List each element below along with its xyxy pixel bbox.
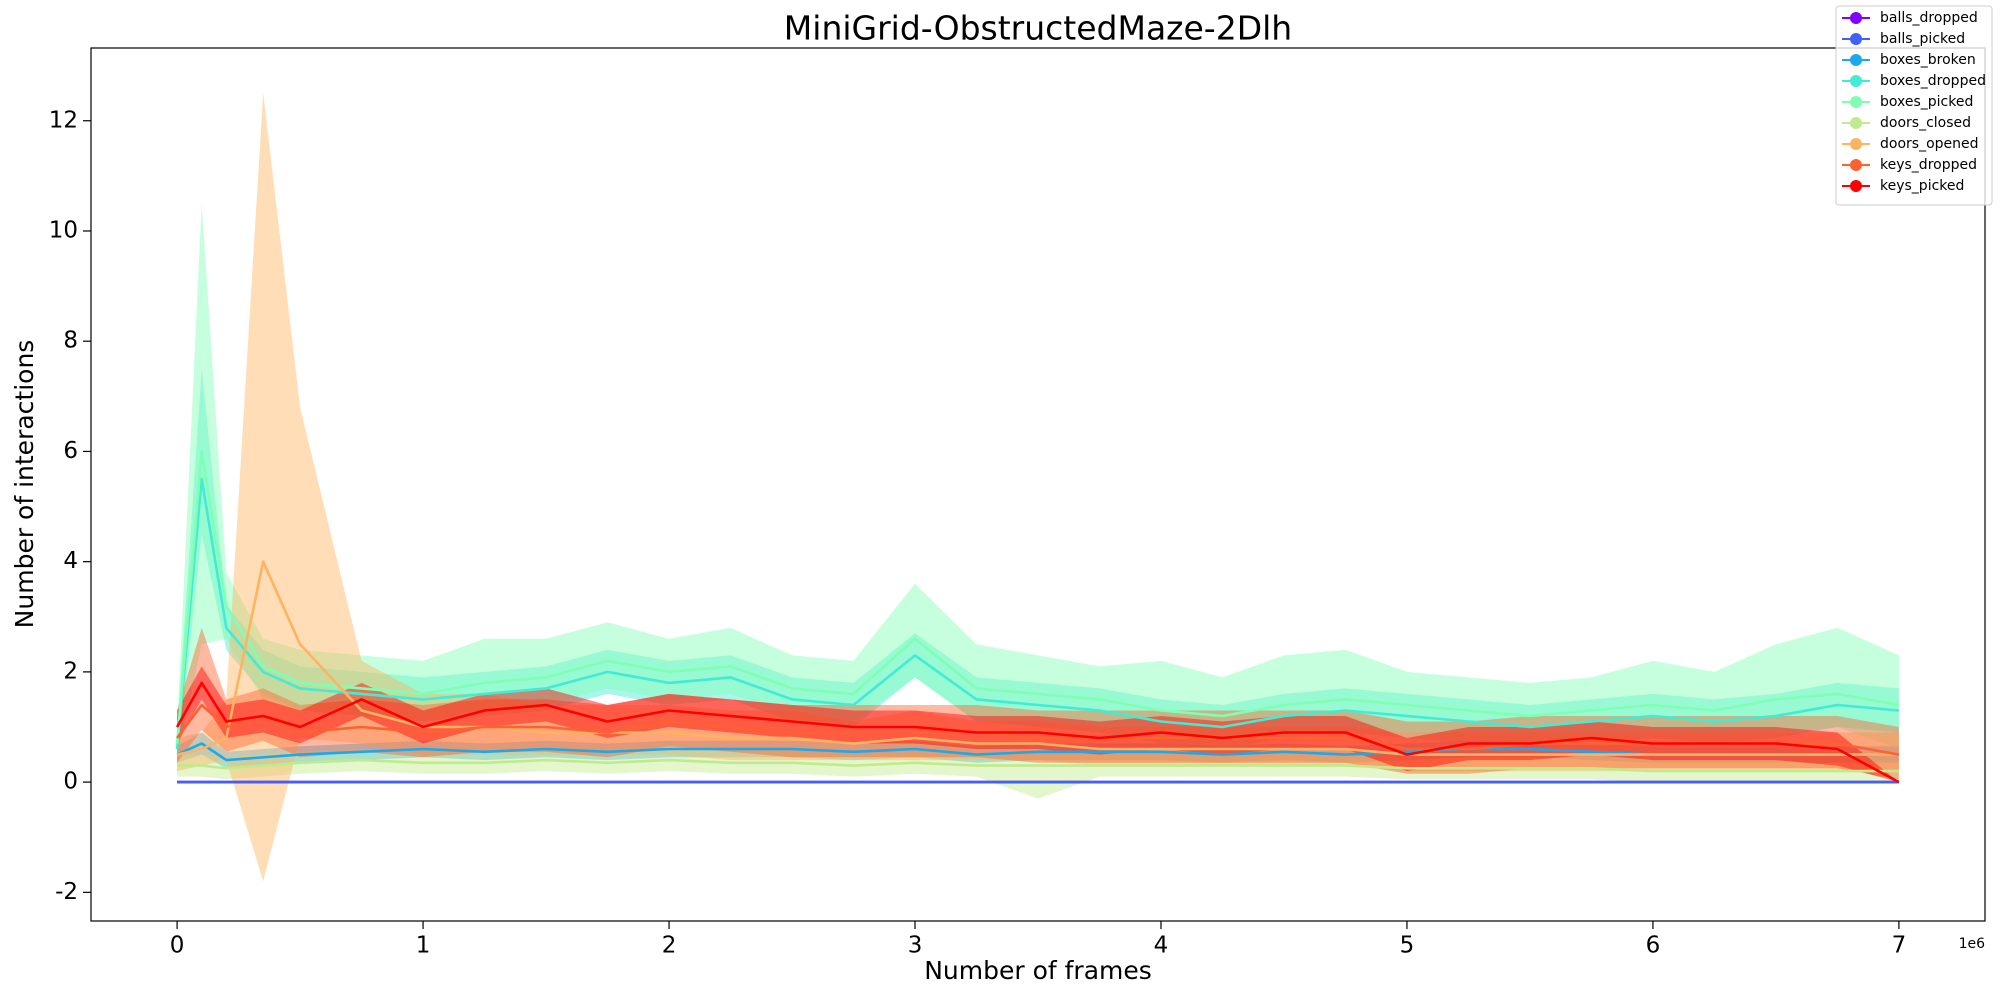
- band: [177, 627, 1899, 780]
- legend-swatch-marker: [1850, 33, 1862, 45]
- x-tick-label: 3: [908, 933, 923, 959]
- legend-label: boxes_broken: [1880, 52, 1976, 68]
- legend-swatch-marker: [1850, 117, 1862, 129]
- legend-label: boxes_picked: [1880, 94, 1973, 110]
- legend-swatch-marker: [1850, 159, 1862, 171]
- legend: balls_dropped balls_picked boxes_brokenbox…: [1835, 5, 1993, 206]
- x-tick-label: 1: [416, 933, 431, 959]
- y-tick-label: 10: [49, 217, 78, 243]
- series-line: [175, 681, 1900, 784]
- band: [177, 203, 1899, 761]
- x-tick-label: 7: [1892, 933, 1907, 959]
- x-tick-label: 6: [1646, 933, 1661, 959]
- y-tick-label: 2: [63, 658, 78, 684]
- legend-label: keys_dropped: [1880, 157, 1977, 173]
- y-tick-label: 4: [63, 548, 78, 574]
- legend-label: boxes_dropped: [1880, 73, 1986, 89]
- legend-swatch-marker: [1850, 180, 1862, 192]
- x-tick-label: 2: [662, 933, 677, 959]
- y-tick-label: -2: [55, 879, 78, 905]
- series-line: [177, 758, 1899, 773]
- legend-swatch-marker: [1850, 54, 1862, 66]
- band: [177, 368, 1899, 766]
- legend-swatch-marker: [1850, 138, 1862, 150]
- x-tick-label: 4: [1154, 933, 1169, 959]
- legend-swatch-marker: [1850, 75, 1862, 87]
- series-line: [176, 742, 1899, 762]
- legend-swatch-marker: [1850, 96, 1862, 108]
- legend-swatch-marker: [1850, 12, 1862, 24]
- legend-label: balls_dropped: [1880, 10, 1978, 26]
- plot-area: [175, 93, 1900, 882]
- y-tick-label: 6: [63, 438, 78, 464]
- x-scale-label: 1e6: [1959, 936, 1986, 952]
- band: [177, 732, 1899, 769]
- chart-title: MiniGrid-ObstructedMaze-2Dlh: [784, 9, 1292, 48]
- legend-label: doors_opened: [1880, 136, 1979, 152]
- legend-label: balls_picked: [1880, 31, 1965, 47]
- band: [177, 93, 1899, 882]
- x-axis-label: Number of frames: [924, 956, 1152, 985]
- y-tick-label: 12: [49, 107, 78, 133]
- legend-box: [1835, 5, 1993, 206]
- x-tick-label: 0: [170, 933, 185, 959]
- legend-label: keys_picked: [1880, 178, 1964, 194]
- y-tick-label: 0: [63, 769, 78, 795]
- series-line: [175, 450, 1900, 744]
- series-line: [176, 560, 1899, 756]
- plot-frame: [90, 47, 1986, 922]
- y-axis-label: Number of interactions: [10, 340, 39, 629]
- band: [177, 749, 1899, 799]
- legend-label: doors_closed: [1880, 115, 1971, 131]
- x-tick-label: 5: [1400, 933, 1415, 959]
- band: [177, 666, 1899, 783]
- y-tick-label: 8: [63, 328, 78, 354]
- series-line: [175, 477, 1900, 750]
